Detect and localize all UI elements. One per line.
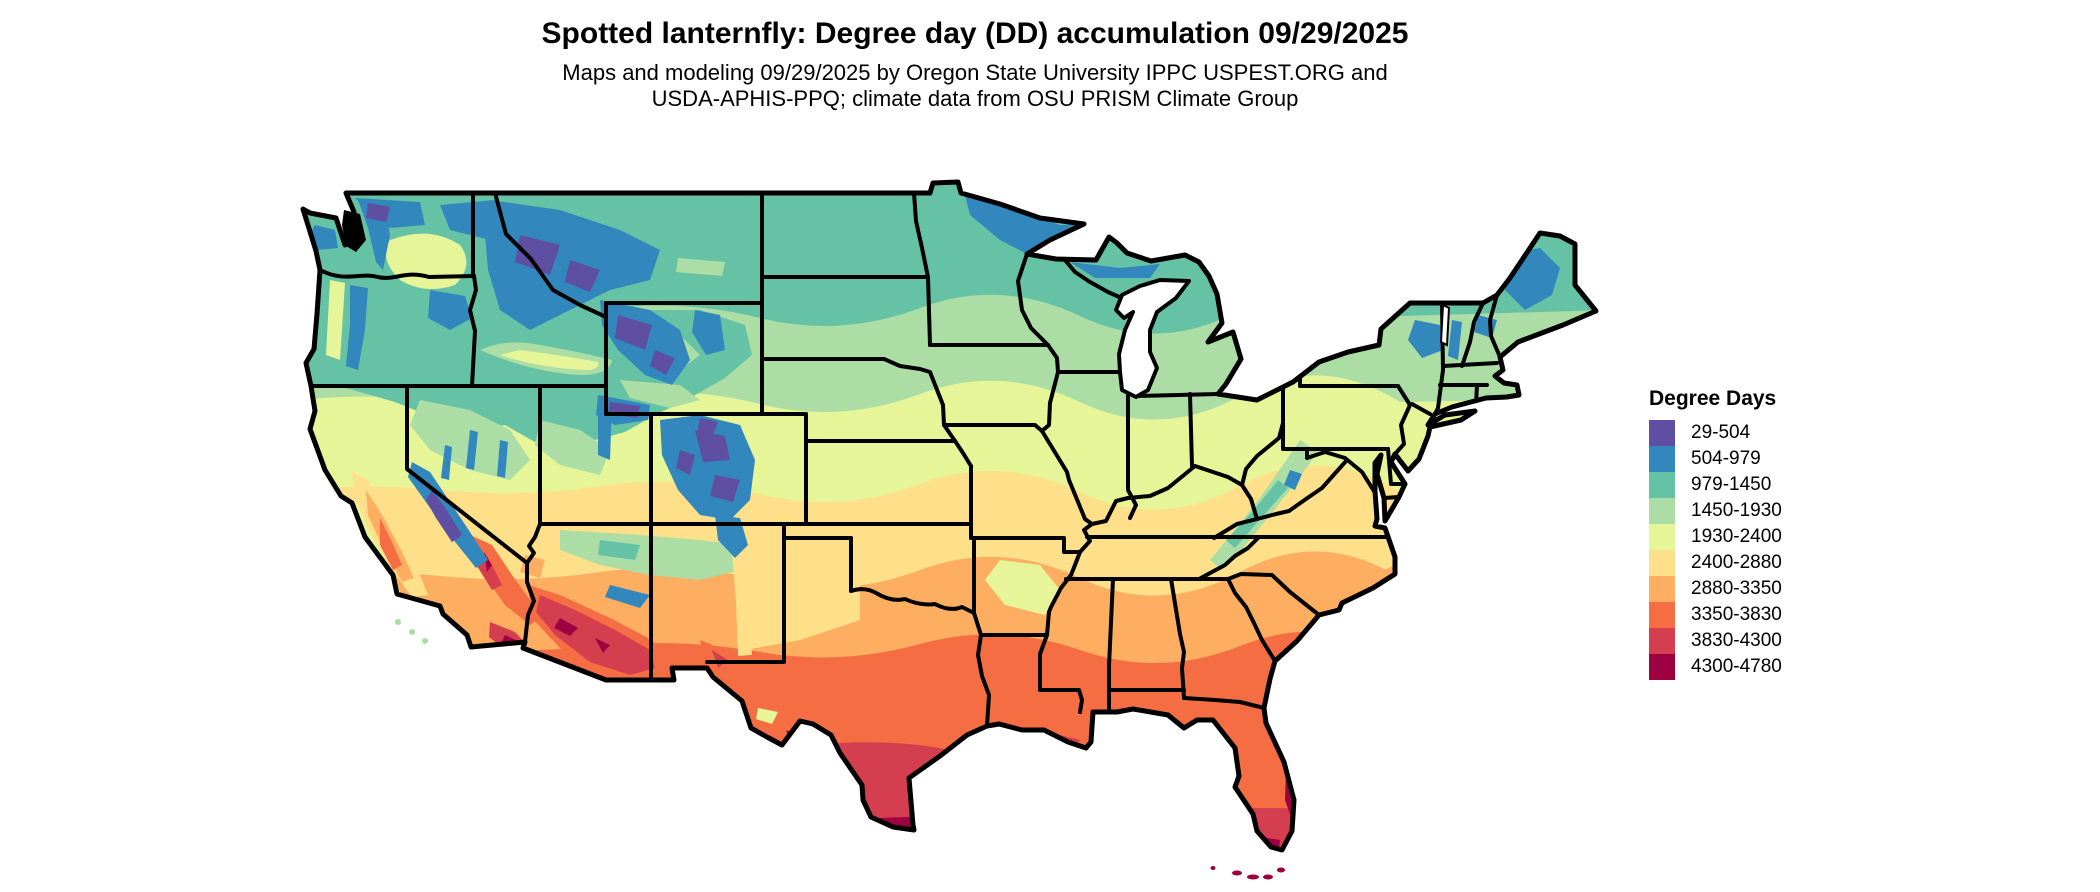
legend-swatch	[1649, 602, 1675, 628]
legend-swatch	[1649, 550, 1675, 576]
legend-row: 2400-2880	[1649, 550, 1782, 576]
lake-champlain	[1439, 303, 1451, 347]
subtitle-line-1: Maps and modeling 09/29/2025 by Oregon S…	[562, 60, 1388, 85]
legend-swatch	[1649, 498, 1675, 524]
florida-keys	[1210, 866, 1285, 880]
legend-row: 4300-4780	[1649, 654, 1782, 680]
great-lakes	[1114, 278, 1451, 399]
legend-title: Degree Days	[1649, 387, 1777, 410]
legend-label: 1930-2400	[1691, 526, 1782, 547]
legend-label: 29-504	[1691, 422, 1751, 443]
legend-swatch	[1649, 628, 1675, 654]
us-outline	[300, 179, 1599, 853]
legend-swatch	[1649, 446, 1675, 472]
legend: Degree Days 29-504 504-979 979-1450 1450-19…	[1649, 387, 1782, 680]
map-header: Spotted lanternfly: Degree day (DD) accu…	[0, 16, 1950, 112]
legend-entries: 29-504 504-979 979-1450 1450-1930 1930-2400 2…	[1649, 420, 1782, 680]
legend-label: 1450-1930	[1691, 500, 1782, 521]
map-raster	[303, 182, 1596, 850]
legend-swatch	[1649, 472, 1675, 498]
legend-row: 1450-1930	[1649, 498, 1782, 524]
legend-label: 504-979	[1691, 448, 1761, 469]
legend-label: 3830-4300	[1691, 630, 1782, 651]
lake-michigan	[1114, 278, 1191, 399]
legend-row: 29-504	[1649, 420, 1782, 446]
legend-swatch	[1649, 524, 1675, 550]
legend-row: 504-979	[1649, 446, 1782, 472]
legend-row: 1930-2400	[1649, 524, 1782, 550]
legend-row: 979-1450	[1649, 472, 1782, 498]
high-elevation-cores	[366, 203, 740, 542]
legend-swatch	[1649, 576, 1675, 602]
page-title: Spotted lanternfly: Degree day (DD) accu…	[541, 17, 1409, 50]
legend-label: 4300-4780	[1691, 656, 1782, 677]
legend-row: 2880-3350	[1649, 576, 1782, 602]
legend-label: 2400-2880	[1691, 552, 1782, 573]
legend-label: 979-1450	[1691, 474, 1772, 495]
subtitle-line-2: USDA-APHIS-PPQ; climate data from OSU PR…	[651, 86, 1299, 111]
channel-islands	[395, 619, 428, 644]
legend-swatch	[1649, 420, 1675, 446]
legend-row: 3830-4300	[1649, 628, 1782, 654]
map-subtitle: Maps and modeling 09/29/2025 by Oregon S…	[0, 60, 1950, 112]
legend-swatch	[1649, 654, 1675, 680]
legend-label: 3350-3830	[1691, 604, 1782, 625]
legend-label: 2880-3350	[1691, 578, 1782, 599]
legend-row: 3350-3830	[1649, 602, 1782, 628]
puget-sound	[342, 210, 366, 252]
